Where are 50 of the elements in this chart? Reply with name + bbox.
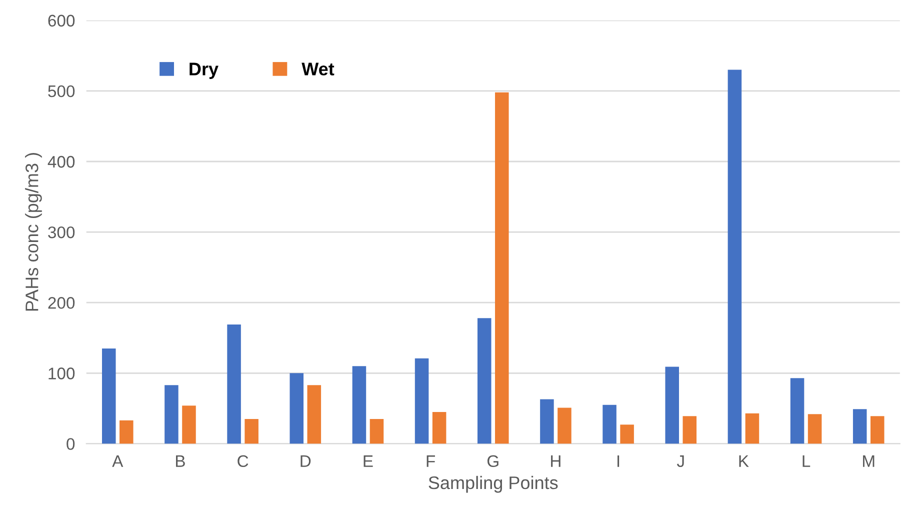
bar xyxy=(244,419,258,444)
x-tick-label: C xyxy=(238,455,248,468)
y-tick-label: 500 xyxy=(48,85,75,98)
x-tick-label: F xyxy=(426,455,435,467)
x-tick-label: E xyxy=(364,455,373,467)
bar xyxy=(227,324,241,444)
legend-label: Wet xyxy=(302,62,334,76)
y-tick-label: 200 xyxy=(48,297,75,309)
bar xyxy=(432,412,446,444)
x-tick-label: J xyxy=(676,455,684,468)
y-tick-label: 300 xyxy=(48,226,75,238)
y-tick-label: 600 xyxy=(48,14,75,27)
bar xyxy=(182,406,196,444)
y-tick-label: 0 xyxy=(66,438,75,450)
y-tick-label: 400 xyxy=(48,156,75,168)
bar xyxy=(682,416,697,444)
bar xyxy=(808,414,822,444)
bar xyxy=(540,399,554,444)
x-tick-label: I xyxy=(618,455,620,467)
bar xyxy=(414,358,429,444)
bar xyxy=(745,413,760,444)
bar xyxy=(852,409,867,444)
bar xyxy=(728,70,742,444)
x-tick-label: H xyxy=(551,455,560,467)
bar xyxy=(665,366,679,444)
x-tick-label: L xyxy=(802,455,810,467)
bar xyxy=(620,424,634,444)
bar xyxy=(290,373,304,444)
legend-label: Dry xyxy=(190,62,218,79)
x-tick-label: A xyxy=(112,455,124,467)
x-tick-label: D xyxy=(300,455,311,467)
bar xyxy=(102,348,116,444)
bar xyxy=(120,420,134,444)
y-axis-title: PAHs conc (pg/m3 ) xyxy=(25,153,42,311)
bar xyxy=(495,92,509,444)
bar xyxy=(370,419,384,444)
bar xyxy=(558,408,572,444)
bar xyxy=(790,378,804,444)
x-axis-title: Sampling Points xyxy=(428,476,558,493)
bar xyxy=(477,318,492,444)
bar xyxy=(352,366,366,444)
bar xyxy=(307,385,322,444)
x-tick-label: M xyxy=(863,455,874,467)
x-tick-label: G xyxy=(487,455,498,468)
bar xyxy=(164,385,178,444)
x-tick-label: K xyxy=(739,455,749,467)
x-tick-label: B xyxy=(176,455,185,467)
bar xyxy=(870,416,884,444)
bar xyxy=(602,404,616,444)
y-tick-label: 100 xyxy=(48,368,75,380)
